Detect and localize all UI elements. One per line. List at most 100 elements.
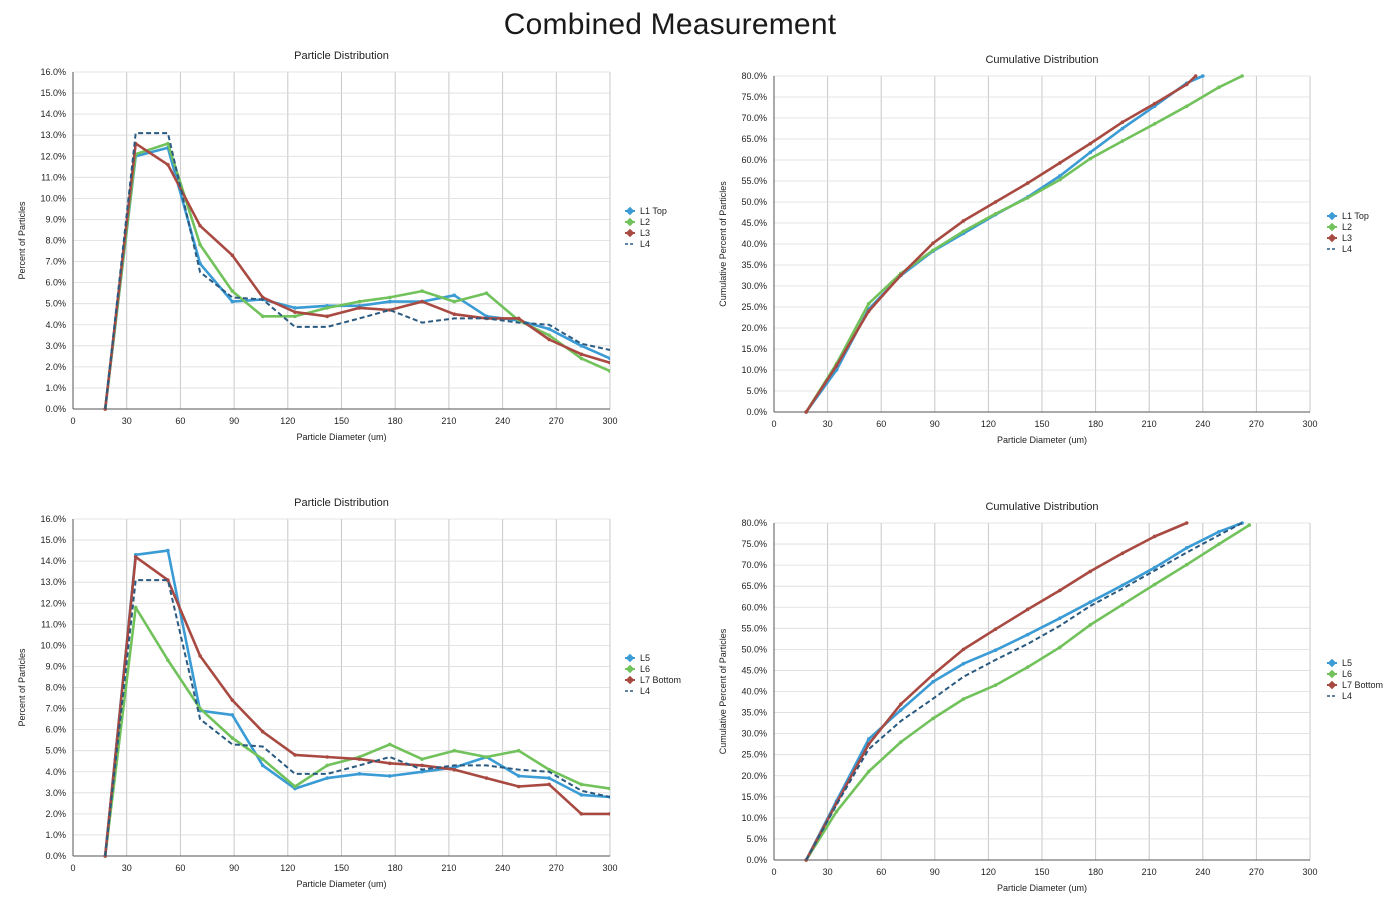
data-point xyxy=(804,410,808,414)
y-tick-label: 3.0% xyxy=(45,788,66,798)
data-point xyxy=(1025,607,1030,612)
y-axis-label: Cumulative Percent of Particles xyxy=(718,181,728,307)
y-tick-label: 65.0% xyxy=(741,134,767,144)
x-tick-label: 150 xyxy=(334,863,349,873)
data-point xyxy=(1058,177,1062,182)
y-tick-label: 1.0% xyxy=(45,830,66,840)
data-point xyxy=(993,211,998,216)
x-tick-label: 270 xyxy=(549,416,564,426)
data-point xyxy=(198,223,202,228)
legend-label: L4 xyxy=(640,239,650,249)
y-tick-label: 20.0% xyxy=(741,323,767,333)
y-tick-label: 45.0% xyxy=(741,218,767,228)
y-tick-label: 55.0% xyxy=(741,623,767,633)
x-tick-label: 240 xyxy=(495,863,510,873)
data-point xyxy=(547,333,551,338)
data-point xyxy=(452,748,457,753)
data-point xyxy=(260,763,265,768)
x-axis-label: Particle Diameter (um) xyxy=(296,879,386,889)
data-point xyxy=(260,314,265,319)
data-point xyxy=(547,776,551,780)
y-tick-label: 14.0% xyxy=(40,109,66,119)
y-tick-label: 5.0% xyxy=(746,386,767,396)
legend-label: L6 xyxy=(1342,669,1352,679)
data-point xyxy=(1025,181,1030,185)
data-point xyxy=(1184,82,1189,87)
y-tick-label: 60.0% xyxy=(741,155,767,165)
data-point xyxy=(1088,569,1093,574)
data-point xyxy=(834,809,839,814)
x-tick-label: 180 xyxy=(1088,867,1103,877)
x-tick-label: 120 xyxy=(981,419,996,429)
y-tick-label: 70.0% xyxy=(741,113,767,123)
data-point xyxy=(325,314,329,319)
y-axis-label: Cumulative Percent of Particles xyxy=(718,628,728,754)
data-point xyxy=(420,299,424,304)
y-tick-label: 6.0% xyxy=(45,278,66,288)
data-point xyxy=(484,291,489,295)
y-tick-label: 14.0% xyxy=(40,556,66,566)
data-point xyxy=(1217,542,1221,546)
x-tick-label: 150 xyxy=(1034,419,1049,429)
data-point xyxy=(1217,85,1221,90)
data-point xyxy=(1152,565,1157,570)
x-tick-label: 180 xyxy=(388,416,403,426)
x-axis-label: Particle Diameter (um) xyxy=(997,883,1087,893)
chart-title: Cumulative Distribution xyxy=(985,54,1098,66)
data-point xyxy=(1120,551,1125,556)
data-point xyxy=(1058,174,1062,178)
data-point xyxy=(866,769,871,774)
y-tick-label: 13.0% xyxy=(40,130,66,140)
data-point xyxy=(1184,521,1189,525)
chart-2: Cumulative Distribution 0 30 60 90 120 150 180 2… xyxy=(718,54,1369,445)
data-point xyxy=(484,776,489,780)
data-point xyxy=(1025,665,1030,669)
legend-marker xyxy=(1327,233,1337,243)
data-point xyxy=(230,736,235,740)
data-point xyxy=(1152,534,1157,539)
x-tick-label: 210 xyxy=(441,416,456,426)
data-point xyxy=(420,757,424,761)
y-tick-label: 15.0% xyxy=(741,344,767,354)
data-point xyxy=(1120,120,1125,124)
x-tick-label: 270 xyxy=(1249,419,1264,429)
data-point xyxy=(899,708,903,712)
legend-label: L4 xyxy=(1342,691,1352,701)
data-point xyxy=(260,757,265,761)
x-tick-label: 60 xyxy=(175,863,185,873)
data-point xyxy=(931,248,935,253)
legend-marker xyxy=(625,653,635,663)
x-tick-label: 300 xyxy=(1302,867,1317,877)
data-point xyxy=(1201,74,1205,78)
x-tick-label: 240 xyxy=(495,416,510,426)
y-tick-label: 6.0% xyxy=(45,725,66,735)
data-point xyxy=(516,748,521,753)
data-point xyxy=(1088,156,1093,161)
data-point xyxy=(230,299,235,304)
y-tick-label: 8.0% xyxy=(45,683,66,693)
data-point xyxy=(547,782,551,787)
y-tick-label: 60.0% xyxy=(741,602,767,612)
y-tick-label: 35.0% xyxy=(741,708,767,718)
data-point xyxy=(388,295,392,300)
data-point xyxy=(608,786,610,791)
y-tick-label: 20.0% xyxy=(741,771,767,781)
x-tick-label: 210 xyxy=(441,863,456,873)
x-axis-label: Particle Diameter (um) xyxy=(997,435,1087,445)
legend-label: L1 Top xyxy=(1342,211,1369,221)
y-tick-label: 25.0% xyxy=(741,750,767,760)
data-point xyxy=(293,310,297,314)
chart-4: Cumulative Distribution 0 30 60 90 120 150 180 2… xyxy=(718,501,1383,893)
y-tick-label: 30.0% xyxy=(741,281,767,291)
data-point xyxy=(452,299,457,304)
data-point xyxy=(993,627,998,631)
data-point xyxy=(993,200,998,204)
data-point xyxy=(866,309,871,314)
y-tick-label: 9.0% xyxy=(45,661,66,671)
y-tick-label: 75.0% xyxy=(741,92,767,102)
data-point xyxy=(1184,546,1189,550)
x-tick-label: 300 xyxy=(602,416,617,426)
y-tick-label: 9.0% xyxy=(45,214,66,224)
